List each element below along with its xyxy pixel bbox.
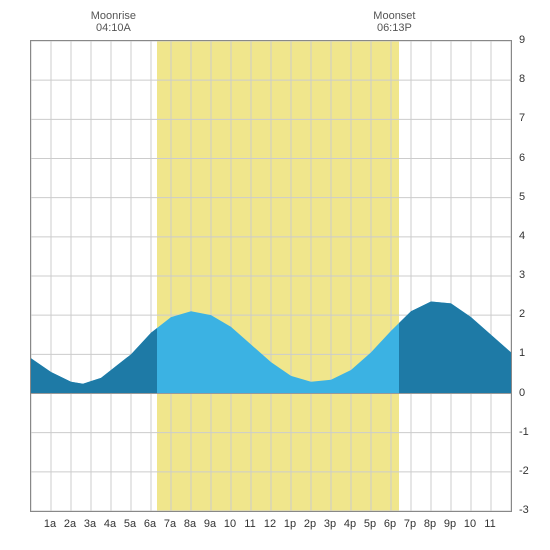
x-tick: 5a [124, 518, 136, 530]
y-tick: 8 [519, 73, 525, 85]
x-tick: 5p [364, 518, 376, 530]
x-tick: 4p [344, 518, 356, 530]
moon-event-title: Moonset [373, 10, 415, 22]
y-tick: 7 [519, 112, 525, 124]
x-tick: 1a [44, 518, 56, 530]
x-tick: 9a [204, 518, 216, 530]
y-tick: 5 [519, 191, 525, 203]
y-tick: 9 [519, 34, 525, 46]
x-tick: 4a [104, 518, 116, 530]
y-axis: -3-2-10123456789 [515, 40, 540, 510]
x-tick: 6a [144, 518, 156, 530]
x-tick: 8a [184, 518, 196, 530]
x-axis: 1a 2a 3a 4a 5a 6a 7a 8a 9a 10 11 12 1p 2p 3p 4p 5p 6p 7p 8p… [30, 510, 510, 540]
tide-chart: Moonrise04:10AMoonset06:13P -3-2-1012345… [10, 10, 540, 540]
moon-labels: Moonrise04:10A Moonset06:13P [10, 10, 540, 40]
y-tick: -1 [519, 426, 529, 438]
y-tick: 2 [519, 308, 525, 320]
moon-label: Moonset06:13P [373, 10, 415, 34]
x-tick: 3a [84, 518, 96, 530]
x-tick: 6p [384, 518, 396, 530]
x-tick: 10 [464, 518, 476, 530]
moon-event-time: 06:13P [373, 22, 415, 34]
x-tick: 2a [64, 518, 76, 530]
x-tick: 9p [444, 518, 456, 530]
x-tick: 7a [164, 518, 176, 530]
y-tick: -3 [519, 504, 529, 516]
y-tick: -2 [519, 465, 529, 477]
x-tick: 10 [224, 518, 236, 530]
y-tick: 0 [519, 387, 525, 399]
y-tick: 3 [519, 269, 525, 281]
x-tick: 11 [484, 518, 495, 530]
x-tick: 8p [424, 518, 436, 530]
moon-label: Moonrise04:10A [91, 10, 136, 34]
chart-svg [31, 41, 511, 511]
y-tick: 1 [519, 347, 525, 359]
moon-event-title: Moonrise [91, 10, 136, 22]
y-tick: 4 [519, 230, 525, 242]
x-tick: 7p [404, 518, 416, 530]
x-tick: 11 [244, 518, 255, 530]
plot-area [30, 40, 512, 512]
x-tick: 2p [304, 518, 316, 530]
moon-event-time: 04:10A [91, 22, 136, 34]
x-tick: 1p [284, 518, 296, 530]
x-tick: 3p [324, 518, 336, 530]
y-tick: 6 [519, 152, 525, 164]
x-tick: 12 [264, 518, 276, 530]
